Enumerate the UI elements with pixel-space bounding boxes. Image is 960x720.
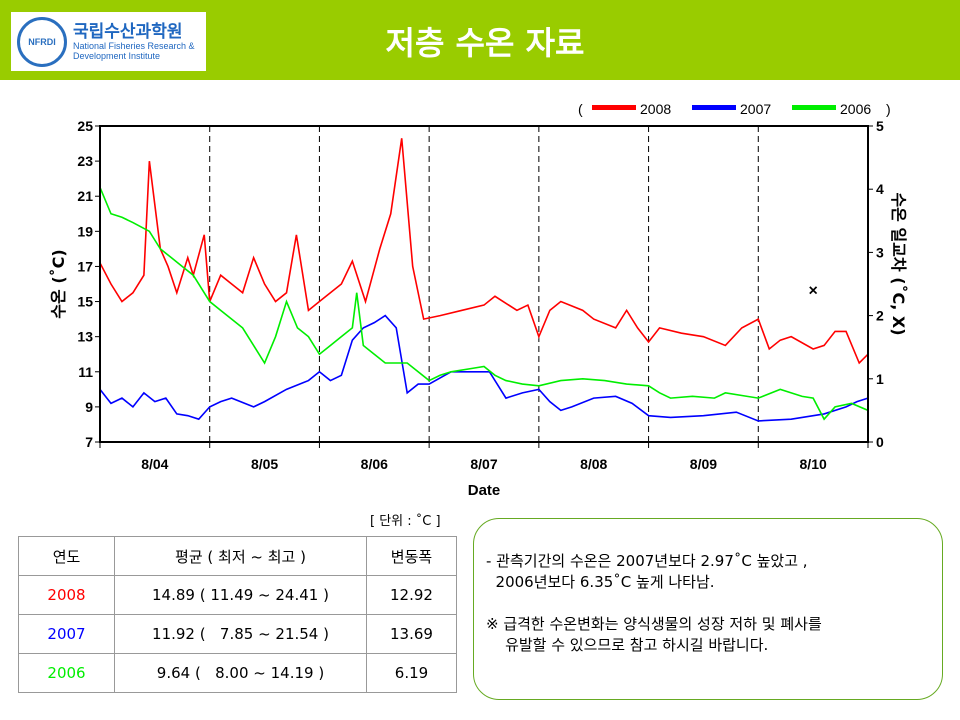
average-cell: 14.89 ( 11.49 ~ 24.41 ) [114,575,367,615]
y-axis-title: 수온 (˚C) [49,249,68,318]
y-tick-label: 21 [77,188,93,204]
y-tick-label: 25 [77,118,93,134]
header-average: 평균 ( 최저 ~ 최고 ) [114,536,367,576]
table-row: 2007 11.92 ( 7.85 ~ 21.54 ) 13.69 [18,614,457,654]
y-tick-label: 19 [77,223,93,239]
y2-tick-label: 1 [876,371,884,387]
year-cell: 2007 [18,614,115,654]
x-date-label: 8/06 [361,456,388,472]
daily-range-marker: × [808,282,817,299]
range-cell: 13.69 [366,614,457,654]
y-tick-label: 11 [78,364,93,380]
legend-open-paren: ( [578,101,583,117]
page-title: 저층 수온 자료 [385,24,585,62]
y2-tick-label: 5 [876,118,884,134]
y2-tick-label: 0 [876,434,884,450]
legend-swatch-2008 [592,105,636,110]
x-axis-title: Date [468,482,501,499]
y-tick-label: 15 [77,294,93,310]
note-line: ※ 급격한 수온변화는 양식생물의 성장 저하 및 폐사를 [486,615,822,633]
legend-swatch-2006 [792,105,836,110]
year-cell: 2006 [18,653,115,693]
series-line-2007 [99,314,869,422]
logo-english-name-1: National Fisheries Research & [73,41,195,51]
y2-tick-label: 4 [876,181,884,197]
series-line-2008 [99,138,869,365]
nfrdi-seal-icon: NFRDI [17,16,67,67]
notes-box: - 관측기간의 수온은 2007년보다 2.97˚C 높았고 , 2006년보다… [473,518,943,700]
range-cell: 6.19 [366,653,457,693]
logo-english-name-2: Development Institute [73,51,161,61]
x-date-label: 8/10 [800,456,827,472]
table-row: 2006 9.64 ( 8.00 ~ 14.19 ) 6.19 [18,653,457,693]
legend-label-2008: 2008 [640,101,671,117]
average-cell: 9.64 ( 8.00 ~ 14.19 ) [114,653,367,693]
series-line-2006 [99,187,869,421]
x-date-label: 8/04 [141,456,168,472]
legend-swatch-2007 [692,105,736,110]
header-bar: NFRDI 국립수산과학원 National Fisheries Researc… [0,0,960,80]
x-date-label: 8/08 [580,456,607,472]
y-tick-label: 7 [85,434,93,450]
table-header-row: 연도 평균 ( 최저 ~ 최고 ) 변동폭 [18,536,457,576]
range-cell: 12.92 [366,575,457,615]
summary-table: 연도 평균 ( 최저 ~ 최고 ) 변동폭 2008 14.89 ( 11.49… [18,536,457,693]
y2-axis-title: 수온 일교차 (˚C, X) [889,192,908,335]
y-tick-label: 17 [77,258,93,274]
x-date-label: 8/07 [470,456,497,472]
logo-korean-name: 국립수산과학원 [73,22,183,41]
note-line: 2006년보다 6.35˚C 높게 나타남. [486,573,715,591]
legend-label-2007: 2007 [740,101,771,117]
header-year: 연도 [18,536,115,576]
table-row: 2008 14.89 ( 11.49 ~ 24.41 ) 12.92 [18,575,457,615]
legend-label-2006: 2006 [840,101,871,117]
plot-frame [99,125,869,443]
y-tick-label: 9 [85,399,93,415]
y2-tick-label: 2 [876,308,884,324]
y-tick-label: 23 [77,153,93,169]
nfrdi-logo: NFRDI 국립수산과학원 National Fisheries Researc… [11,12,206,71]
y-tick-label: 13 [77,329,93,345]
note-line: 유발할 수 있으므로 참고 하시길 바랍니다. [486,636,769,654]
average-cell: 11.92 ( 7.85 ~ 21.54 ) [114,614,367,654]
note-line: - 관측기간의 수온은 2007년보다 2.97˚C 높았고 , [486,552,808,570]
year-cell: 2008 [18,575,115,615]
y2-tick-label: 3 [876,244,884,260]
x-date-label: 8/09 [690,456,717,472]
x-date-label: 8/05 [251,456,278,472]
header-range: 변동폭 [366,536,457,576]
legend-close-paren: ) [886,101,891,117]
unit-label: [ 단위 : ˚C ] [370,514,441,529]
